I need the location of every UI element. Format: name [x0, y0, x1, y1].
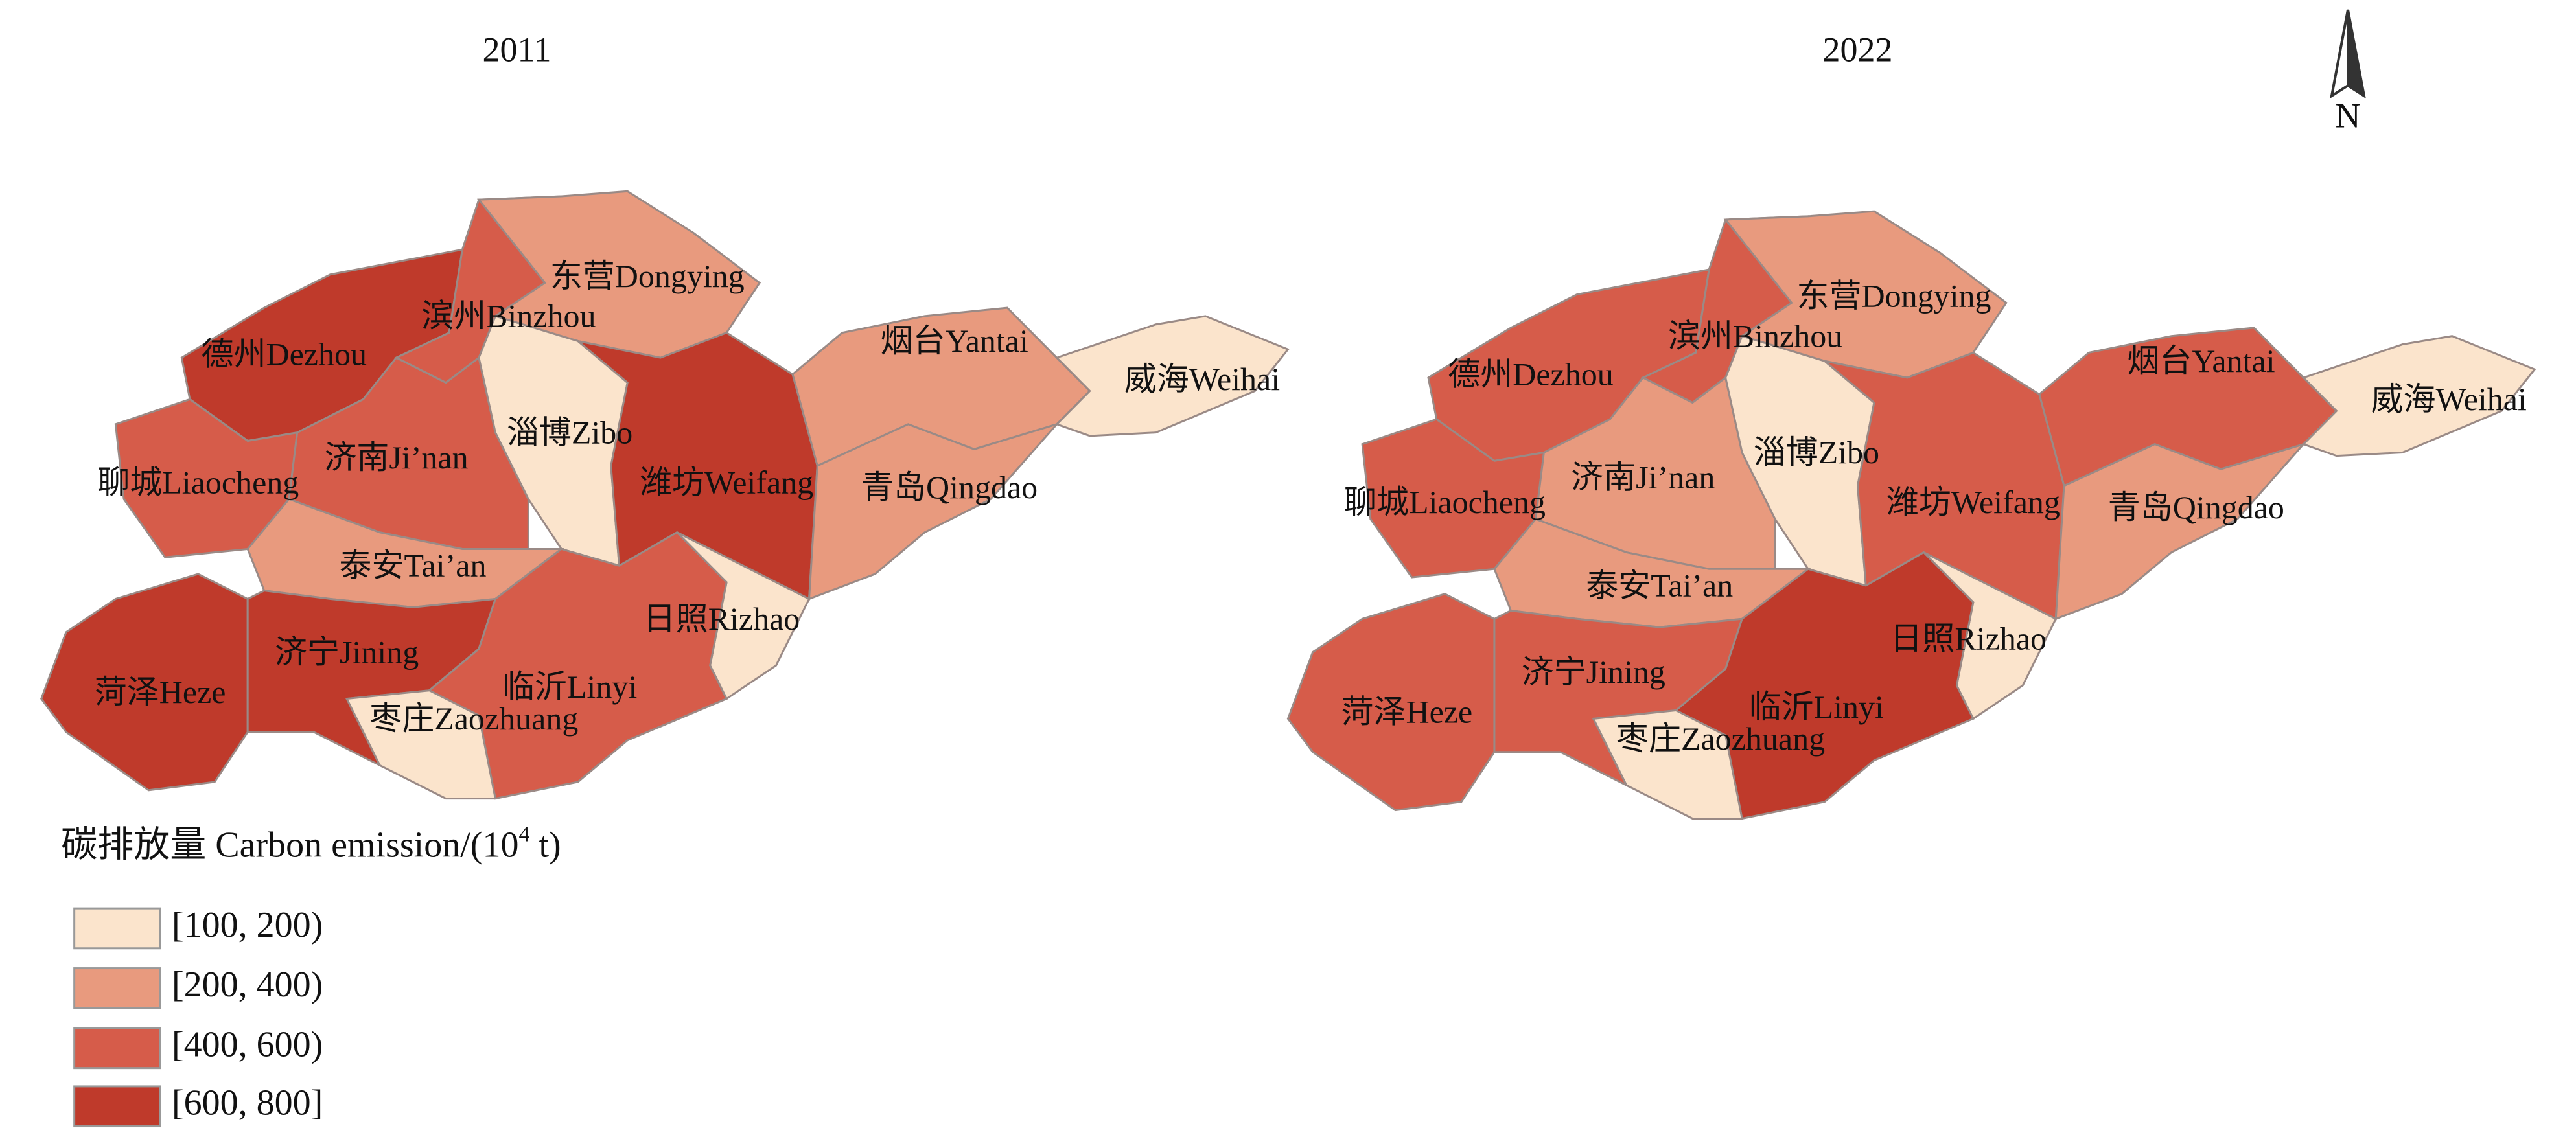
region-label: 济南Ji’nan [1571, 459, 1715, 496]
region [345, 689, 497, 800]
region-label: 淄博Zibo [1754, 434, 1879, 470]
legend: 碳排放量 Carbon emission/(104 t) [100, 200) [2… [61, 823, 561, 1128]
region-label: 德州Dezhou [202, 336, 367, 373]
region-label: 枣庄Zaozhuang [369, 700, 578, 737]
region [1054, 315, 1290, 437]
region-label: 滨州Binzhou [421, 298, 596, 334]
region-label: 菏泽Heze [1341, 694, 1473, 730]
region-label: 泰安Tai’an [1586, 568, 1733, 604]
region [2054, 442, 2307, 621]
region-label: 济宁Jining [275, 634, 419, 670]
legend-swatch [73, 907, 161, 950]
region-label: 日照Rizhao [644, 601, 800, 637]
region-label: 日照Rizhao [1890, 621, 2047, 657]
region-label: 威海Weihai [1124, 361, 1280, 397]
region-label: 聊城Liaocheng [1344, 484, 1546, 520]
map-panel: 2011 德州Dezhou 滨州Binzhou 东营Dongying 烟台Yantai 威… [40, 30, 1290, 800]
region-label: 烟台Yantai [2127, 343, 2275, 379]
legend-swatch [73, 967, 161, 1009]
region-label: 济南Ji’nan [324, 439, 468, 476]
legend-title: 碳排放量 Carbon emission/(104 t) [61, 823, 561, 866]
region-label: 威海Weihai [2371, 381, 2527, 417]
region-label: 潍坊Weifang [1886, 484, 2060, 520]
legend-label: [100, 200) [172, 905, 323, 945]
region-label: 烟台Yantai [881, 323, 1028, 359]
region [2301, 335, 2536, 457]
north-arrow: N [2330, 9, 2366, 135]
map-title: 2011 [483, 30, 551, 69]
legend-label: [200, 400) [172, 965, 323, 1005]
legend-title-part: t) [529, 825, 561, 866]
legend-title-part: 碳排放量 Carbon emission/(10 [61, 825, 518, 866]
legend-swatch [73, 1027, 161, 1070]
north-arrow-right [2347, 9, 2366, 99]
region-label: 泰安Tai’an [340, 547, 487, 584]
region-label: 青岛Qingdao [861, 469, 1038, 505]
region-label: 济宁Jining [1522, 654, 1665, 690]
region [1592, 709, 1743, 820]
region [807, 422, 1060, 601]
region-label: 德州Dezhou [1448, 356, 1614, 392]
legend-title-part: 4 [518, 823, 529, 847]
legend-label: [600, 800] [172, 1083, 323, 1123]
region-label: 聊城Liaocheng [97, 464, 299, 500]
north-arrow-left [2330, 9, 2349, 99]
region-label: 青岛Qingdao [2108, 489, 2284, 525]
legend-swatch [73, 1085, 161, 1128]
region-label: 菏泽Heze [95, 674, 226, 710]
region-label: 滨州Binzhou [1668, 317, 1842, 354]
region-label: 临沂Linyi [1749, 689, 1884, 725]
region-label: 临沂Linyi [502, 669, 637, 705]
region-label: 潍坊Weifang [640, 464, 813, 500]
region-label: 枣庄Zaozhuang [1616, 720, 1825, 757]
region-label: 东营Dongying [1797, 278, 1991, 314]
region-label: 淄博Zibo [507, 414, 632, 450]
north-label: N [2336, 96, 2361, 135]
region-label: 东营Dongying [550, 258, 745, 294]
legend-label: [400, 600) [172, 1025, 323, 1065]
map-title: 2022 [1823, 30, 1893, 69]
